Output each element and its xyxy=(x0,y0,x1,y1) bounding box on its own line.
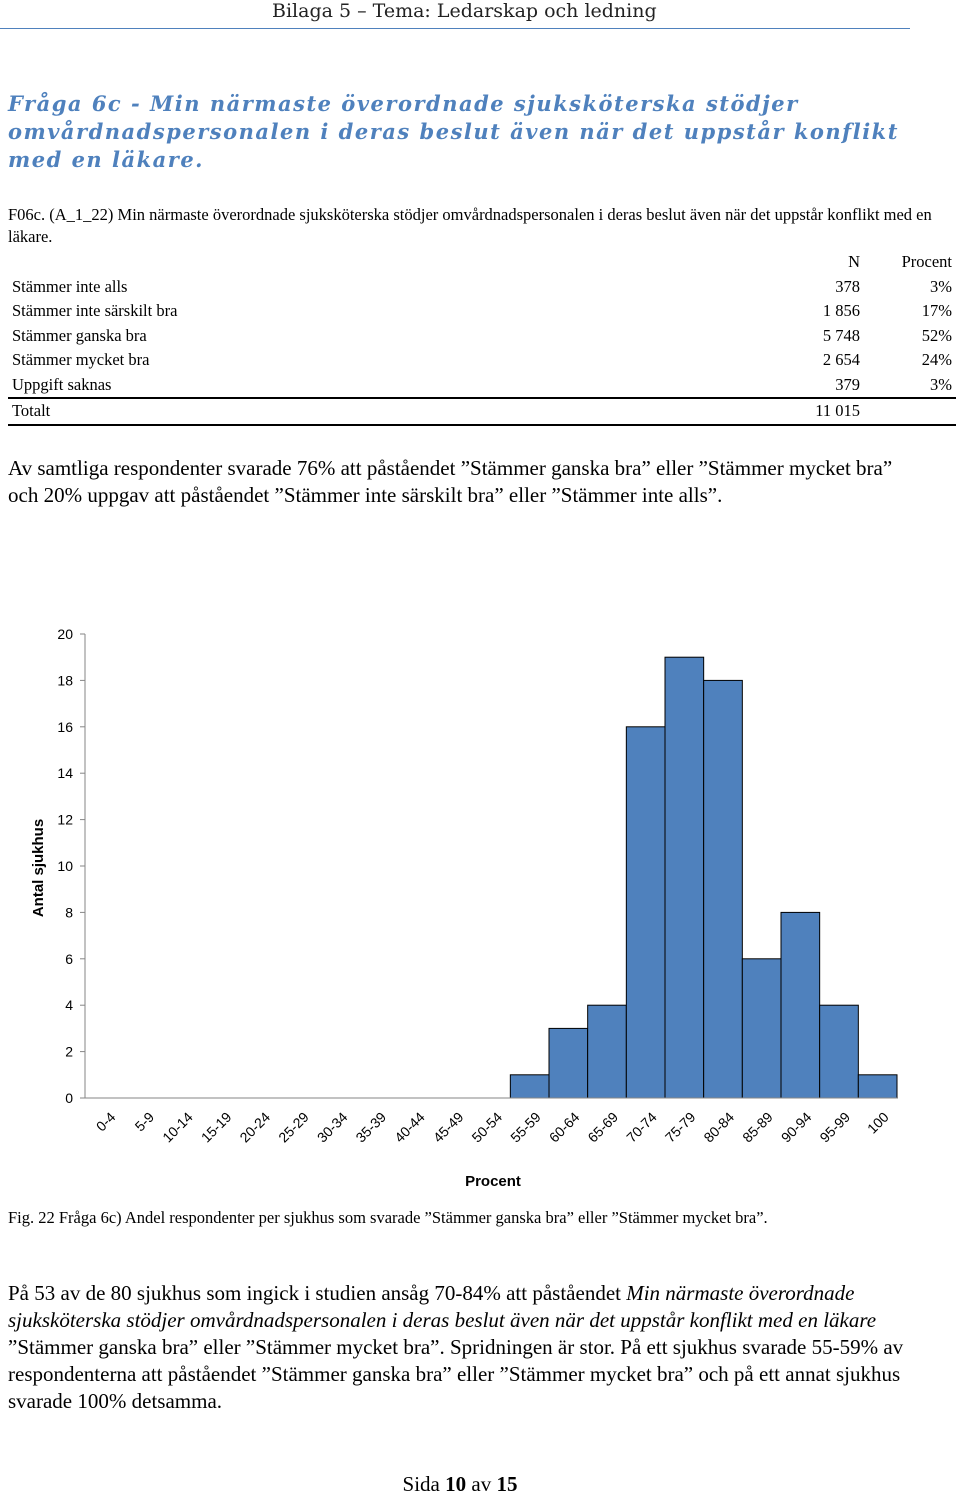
x-axis-title: Procent xyxy=(465,1173,521,1190)
footer-prefix: Sida xyxy=(402,1472,446,1496)
row-label: Stämmer ganska bra xyxy=(12,325,147,345)
x-tick-label: 45-49 xyxy=(430,1109,467,1146)
total-label: Totalt xyxy=(8,397,656,426)
table-row: Stämmer ganska bra 5 748 52% xyxy=(8,324,956,349)
page-header: Bilaga 5 – Tema: Ledarskap och ledning xyxy=(0,0,910,29)
x-tick-label: 55-59 xyxy=(507,1109,544,1146)
x-tick-label: 95-99 xyxy=(816,1109,853,1146)
row-n: 379 xyxy=(835,374,860,394)
analysis-text-part2: ”Stämmer ganska bra” eller ”Stämmer myck… xyxy=(8,1335,904,1413)
bar-85-89 xyxy=(741,958,782,1099)
y-tick-label: 8 xyxy=(65,904,73,920)
x-tick-label: 80-84 xyxy=(700,1109,737,1146)
table-caption: F06c. (A_1_22) Min närmaste överordnade … xyxy=(8,205,932,246)
question-heading: Fråga 6c - Min närmaste överordnade sjuk… xyxy=(8,91,899,172)
y-tick-label: 10 xyxy=(57,858,73,874)
x-tick-label: 0-4 xyxy=(93,1109,119,1135)
row-pct: 3% xyxy=(930,374,952,394)
bar-55-59 xyxy=(509,1074,550,1099)
row-n: 2 654 xyxy=(822,350,860,370)
bar-60-64 xyxy=(548,1027,589,1099)
table-total-row: Totalt 11 015 xyxy=(8,397,956,426)
row-pct: 24% xyxy=(921,350,952,370)
x-tick-label: 40-44 xyxy=(391,1109,428,1146)
row-n: 1 856 xyxy=(822,301,860,321)
x-tick-label: 60-64 xyxy=(546,1109,583,1146)
header-title: Bilaga 5 – Tema: Ledarskap och ledning xyxy=(272,0,657,22)
y-tick-label: 20 xyxy=(57,626,73,642)
row-pct: 3% xyxy=(930,276,952,296)
table-row: Stämmer inte alls 378 3% xyxy=(8,275,956,300)
frequency-table: N Procent Stämmer inte alls 378 3% Stämm… xyxy=(8,250,956,426)
x-tick-label: 35-39 xyxy=(352,1109,389,1146)
x-tick-label: 5-9 xyxy=(131,1109,157,1135)
table-row: Stämmer mycket bra 2 654 24% xyxy=(8,348,956,373)
bar-95-99 xyxy=(819,1004,859,1099)
column-header-label xyxy=(8,250,656,275)
x-tick-label: 50-54 xyxy=(468,1109,505,1146)
total-n: 11 015 xyxy=(656,397,864,426)
x-tick-label: 70-74 xyxy=(623,1109,660,1146)
page-footer: Sida 10 av 15 xyxy=(0,1472,920,1497)
analysis-paragraph: På 53 av de 80 sjukhus som ingick i stud… xyxy=(8,1280,928,1415)
x-tick-label: 25-29 xyxy=(275,1109,312,1146)
row-n: 378 xyxy=(835,276,860,296)
y-tick-label: 6 xyxy=(65,951,73,967)
row-label: Stämmer mycket bra xyxy=(12,350,150,370)
footer-page-number: 10 xyxy=(445,1472,467,1496)
y-axis-title: Antal sjukhus xyxy=(30,819,47,917)
table-header-row: N Procent xyxy=(8,250,956,275)
row-label: Uppgift saknas xyxy=(12,374,112,394)
row-pct: 52% xyxy=(921,325,952,345)
bars xyxy=(509,656,898,1099)
y-tick-label: 4 xyxy=(65,997,73,1013)
bar-100 xyxy=(857,1074,898,1099)
bar-90-94 xyxy=(780,911,821,1099)
bar-70-74 xyxy=(625,726,666,1099)
bar-75-79 xyxy=(664,656,705,1099)
y-tick-label: 16 xyxy=(57,719,73,735)
bar-65-69 xyxy=(587,1004,627,1099)
x-tick-label: 65-69 xyxy=(584,1109,621,1146)
histogram-chart: 0 2 4 6 8 10 12 14 16 18 20 0-4 5-9 10-14 15-19 20-24 2… xyxy=(30,626,898,1190)
y-tick-label: 2 xyxy=(65,1044,73,1060)
x-tick-label: 90-94 xyxy=(778,1109,815,1146)
y-tick-label: 18 xyxy=(57,672,73,688)
figure-caption: Fig. 22 Fråga 6c) Andel respondenter per… xyxy=(8,1208,768,1227)
y-tick-label: 14 xyxy=(57,765,73,781)
row-n: 5 748 xyxy=(822,325,860,345)
y-tick-label: 12 xyxy=(57,812,73,828)
row-pct: 17% xyxy=(921,301,952,321)
column-header-n: N xyxy=(848,252,860,272)
x-tick-label: 100 xyxy=(864,1109,892,1137)
bar-80-84 xyxy=(703,679,743,1099)
y-tick-label: 0 xyxy=(65,1090,73,1106)
analysis-text-part1: På 53 av de 80 sjukhus som ingick i stud… xyxy=(8,1281,627,1305)
x-axis-labels: 0-4 5-9 10-14 15-19 20-24 25-29 30-34 35-39 40-4… xyxy=(93,1109,892,1146)
table-row: Stämmer inte särskilt bra 1 856 17% xyxy=(8,299,956,324)
x-tick-label: 75-79 xyxy=(662,1109,699,1146)
analysis-text-italic: Min närmaste överordnade sjuksköterska s… xyxy=(8,1281,877,1332)
x-tick-label: 15-19 xyxy=(198,1109,235,1146)
x-tick-label: 20-24 xyxy=(236,1109,273,1146)
x-tick-label: 85-89 xyxy=(739,1109,776,1146)
y-axis: 0 2 4 6 8 10 12 14 16 18 20 xyxy=(57,626,86,1106)
x-tick-label: 30-34 xyxy=(314,1109,351,1146)
footer-middle: av xyxy=(466,1472,497,1496)
footer-page-total: 15 xyxy=(496,1472,518,1496)
x-tick-label: 10-14 xyxy=(159,1109,196,1146)
summary-paragraph: Av samtliga respondenter svarade 76% att… xyxy=(8,456,893,507)
row-label: Stämmer inte alls xyxy=(12,276,128,296)
total-pct xyxy=(864,397,956,426)
column-header-procent: Procent xyxy=(901,252,952,272)
row-label: Stämmer inte särskilt bra xyxy=(12,301,178,321)
table-row: Uppgift saknas 379 3% xyxy=(8,373,956,399)
